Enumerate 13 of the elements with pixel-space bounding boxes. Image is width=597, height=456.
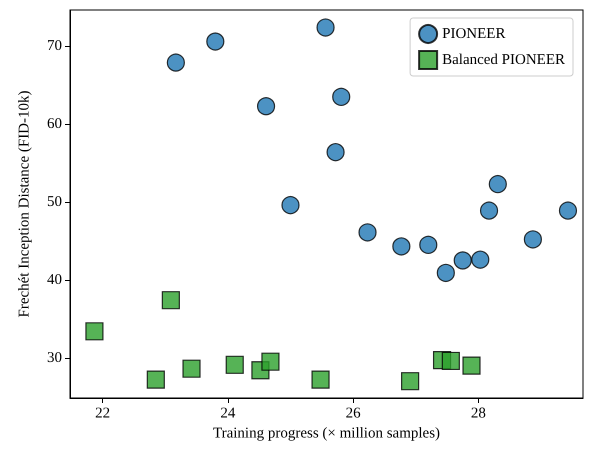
- y-tick-label: 50: [47, 194, 62, 210]
- x-axis-title: Training progress (× million samples): [212, 425, 440, 442]
- y-tick-label: 40: [47, 272, 62, 288]
- y-tick-label: 70: [47, 38, 62, 54]
- x-tick-label: 24: [220, 406, 236, 422]
- y-axis-title: Frechét Inception Distance (FID-10k): [16, 90, 32, 318]
- legend-label: Balanced PIONEER: [442, 52, 566, 68]
- x-tick-label: 28: [470, 406, 486, 422]
- legend-label: PIONEER: [442, 26, 506, 42]
- x-tick-label: 22: [95, 406, 110, 422]
- y-tick-label: 30: [47, 350, 62, 366]
- x-tick-label: 26: [346, 406, 362, 422]
- y-tick-label: 60: [47, 116, 62, 132]
